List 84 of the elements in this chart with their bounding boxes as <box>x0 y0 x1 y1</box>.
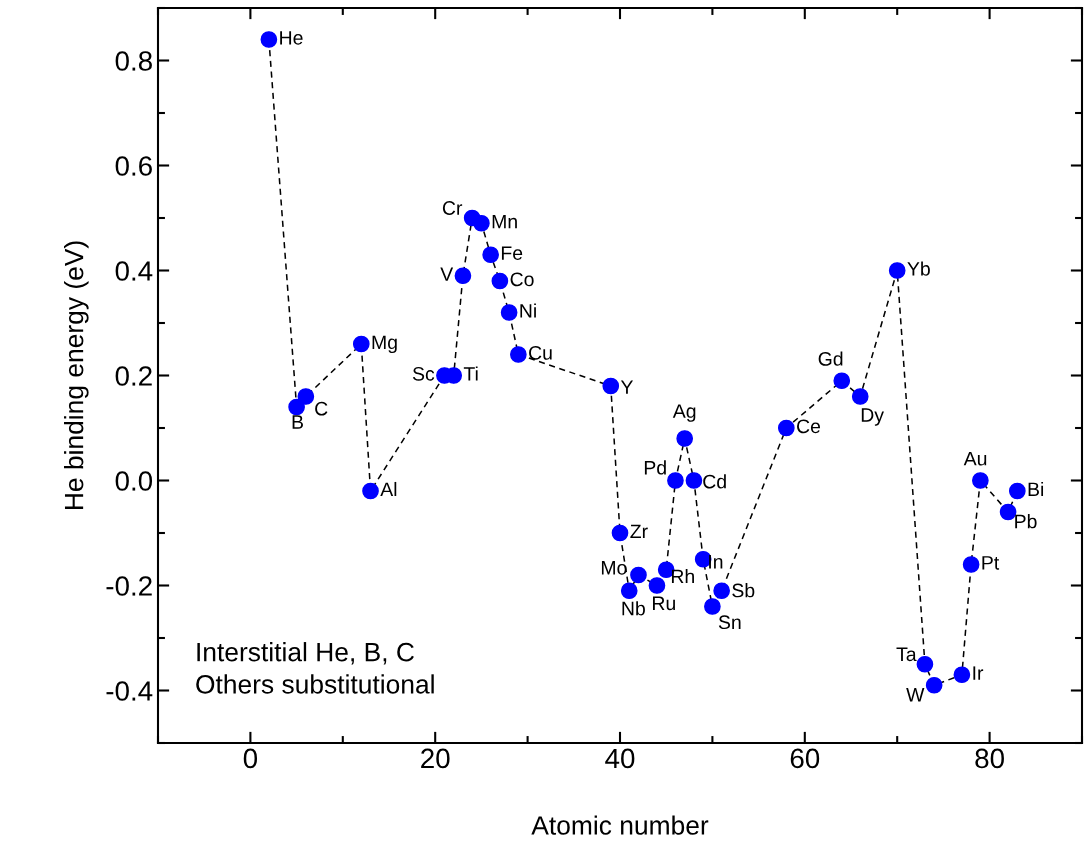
point <box>888 262 906 279</box>
annotation: Cu <box>529 345 552 360</box>
point <box>620 582 638 600</box>
point <box>953 666 971 684</box>
point <box>851 388 869 405</box>
annotation: Ru <box>653 596 675 611</box>
x-tick-label: 80 <box>975 748 1004 769</box>
point <box>491 272 509 290</box>
annotation: Dy <box>861 408 884 426</box>
point <box>500 304 518 321</box>
point <box>1008 482 1026 500</box>
annotation: Y <box>620 380 634 394</box>
annotation: Mo <box>601 561 627 575</box>
point <box>611 524 629 542</box>
point <box>510 346 527 363</box>
x-axis-title: Atomic number <box>531 815 709 835</box>
point <box>916 655 934 673</box>
y-axis-title: He binding energy (eV) <box>64 241 89 510</box>
point <box>962 556 980 573</box>
point <box>454 267 472 285</box>
annotation: Pt <box>982 556 1000 570</box>
y-tick-label: 0.6 <box>115 156 152 176</box>
annotation: Cr <box>442 201 463 215</box>
annotation: W <box>906 688 925 702</box>
point <box>777 419 795 437</box>
point <box>362 482 379 500</box>
y-tick-label: -0.2 <box>106 576 152 596</box>
annotation: Ir <box>973 666 984 680</box>
point <box>925 676 943 694</box>
annotation: Rh <box>671 569 694 584</box>
point <box>704 598 721 615</box>
y-tick-label: 0.8 <box>115 51 152 71</box>
annotation: Ce <box>797 419 821 434</box>
annotation: Fe <box>501 246 523 260</box>
annotation: Yb <box>907 261 930 276</box>
point <box>482 246 499 264</box>
point <box>676 430 694 447</box>
annotation: Interstitial He, B, C Others substitutional <box>196 642 434 694</box>
point <box>999 503 1017 521</box>
point <box>260 31 278 48</box>
x-tick-label: 60 <box>790 748 820 769</box>
annotation: Pd <box>644 460 666 475</box>
annotation: Al <box>380 481 397 497</box>
point <box>288 398 305 416</box>
y-tick-label: 0.2 <box>115 366 152 386</box>
x-tick-label: 40 <box>605 748 635 769</box>
annotation: Nb <box>622 601 645 616</box>
annotation: He <box>280 31 303 45</box>
y-tick-label: -0.4 <box>106 681 153 701</box>
y-tick-label: 0.4 <box>115 261 153 281</box>
annotation: Co <box>510 272 534 287</box>
annotation: Pb <box>1015 514 1037 529</box>
annotation: Ta <box>896 647 917 662</box>
point <box>833 372 851 390</box>
annotation: Cd <box>703 474 726 489</box>
point <box>685 472 703 489</box>
point <box>713 582 730 600</box>
point <box>972 472 989 489</box>
point <box>648 577 666 594</box>
annotation: Mn <box>492 214 517 229</box>
annotation: Zr <box>630 524 648 539</box>
x-tick-label: 0 <box>243 748 258 769</box>
annotation: B <box>292 415 303 429</box>
annotation: Bi <box>1028 481 1044 497</box>
y-tick-label: 0.0 <box>115 471 153 491</box>
point <box>667 472 684 489</box>
point <box>352 335 370 353</box>
annotation: Sc <box>412 366 435 381</box>
annotation: Sb <box>732 583 755 598</box>
x-tick-label: 20 <box>421 748 450 769</box>
annotation: Mg <box>372 335 397 354</box>
annotation: Au <box>963 451 987 466</box>
annotation: Gd <box>818 351 843 366</box>
annotation: C <box>315 401 328 416</box>
point <box>473 214 490 232</box>
point <box>297 388 315 405</box>
annotation: Sn <box>718 615 741 630</box>
annotation: In <box>709 555 723 569</box>
annotation: Ti <box>463 366 478 381</box>
annotation: Ag <box>672 404 696 422</box>
point <box>602 377 620 395</box>
annotation: V <box>440 267 454 281</box>
point <box>630 566 647 584</box>
annotation: Ni <box>520 303 536 318</box>
